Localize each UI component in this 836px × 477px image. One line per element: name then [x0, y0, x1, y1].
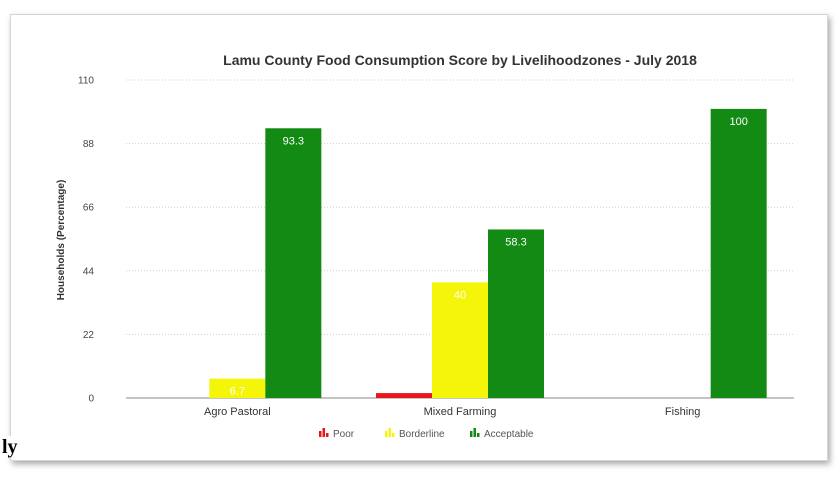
y-tick-label: 44 — [83, 266, 95, 277]
bar-borderline-0 — [209, 378, 266, 398]
y-tick-label: 0 — [88, 394, 94, 405]
bar-borderline-1 — [432, 282, 488, 398]
legend: Poor Borderline Acceptable — [319, 428, 534, 440]
legend-bar-icon — [388, 428, 391, 437]
legend-bar-icon — [392, 433, 395, 437]
bar-acceptable-2 — [710, 108, 767, 398]
legend-bar-icon — [326, 433, 329, 437]
data-label: 93.3 — [283, 135, 304, 147]
y-tick-label: 66 — [83, 203, 95, 214]
legend-label: Acceptable — [484, 429, 534, 440]
legend-item-poor: Poor — [319, 428, 355, 440]
y-axis-ticks: 0 22 44 66 88 110 — [78, 76, 94, 405]
legend-label: Poor — [333, 429, 355, 440]
y-tick-label: 88 — [83, 139, 95, 150]
chart-frame — [10, 14, 828, 461]
data-label: 58.3 — [505, 236, 526, 248]
legend-bar-icon — [477, 433, 480, 437]
data-label: 100 — [729, 116, 747, 128]
bar-acceptable-0 — [265, 128, 322, 398]
category-label: Mixed Farming — [424, 406, 497, 418]
legend-bar-icon — [470, 431, 473, 437]
stray-text: ly — [0, 436, 20, 458]
y-axis-label: Households (Percentage) — [56, 180, 67, 301]
legend-label: Borderline — [399, 429, 445, 440]
legend-bar-icon — [473, 428, 476, 437]
data-label: 6.7 — [230, 386, 245, 398]
x-axis-categories: Agro Pastoral Mixed Farming Fishing — [204, 406, 700, 418]
category-label: Agro Pastoral — [204, 406, 271, 418]
category-label: Fishing — [665, 406, 700, 418]
data-label: 40 — [454, 289, 466, 301]
bar-poor-1 — [376, 393, 432, 398]
legend-item-borderline: Borderline — [385, 428, 445, 440]
legend-bar-icon — [322, 428, 325, 437]
y-tick-label: 110 — [78, 76, 94, 87]
y-tick-label: 22 — [83, 330, 95, 341]
bars — [209, 108, 767, 398]
data-labels: 6.7 93.3 40 58.3 100 — [230, 116, 748, 398]
legend-bar-icon — [319, 431, 322, 437]
chart-title: Lamu County Food Consumption Score by Li… — [223, 52, 697, 68]
bar-acceptable-1 — [488, 229, 544, 398]
legend-bar-icon — [385, 431, 388, 437]
legend-item-acceptable: Acceptable — [470, 428, 534, 440]
